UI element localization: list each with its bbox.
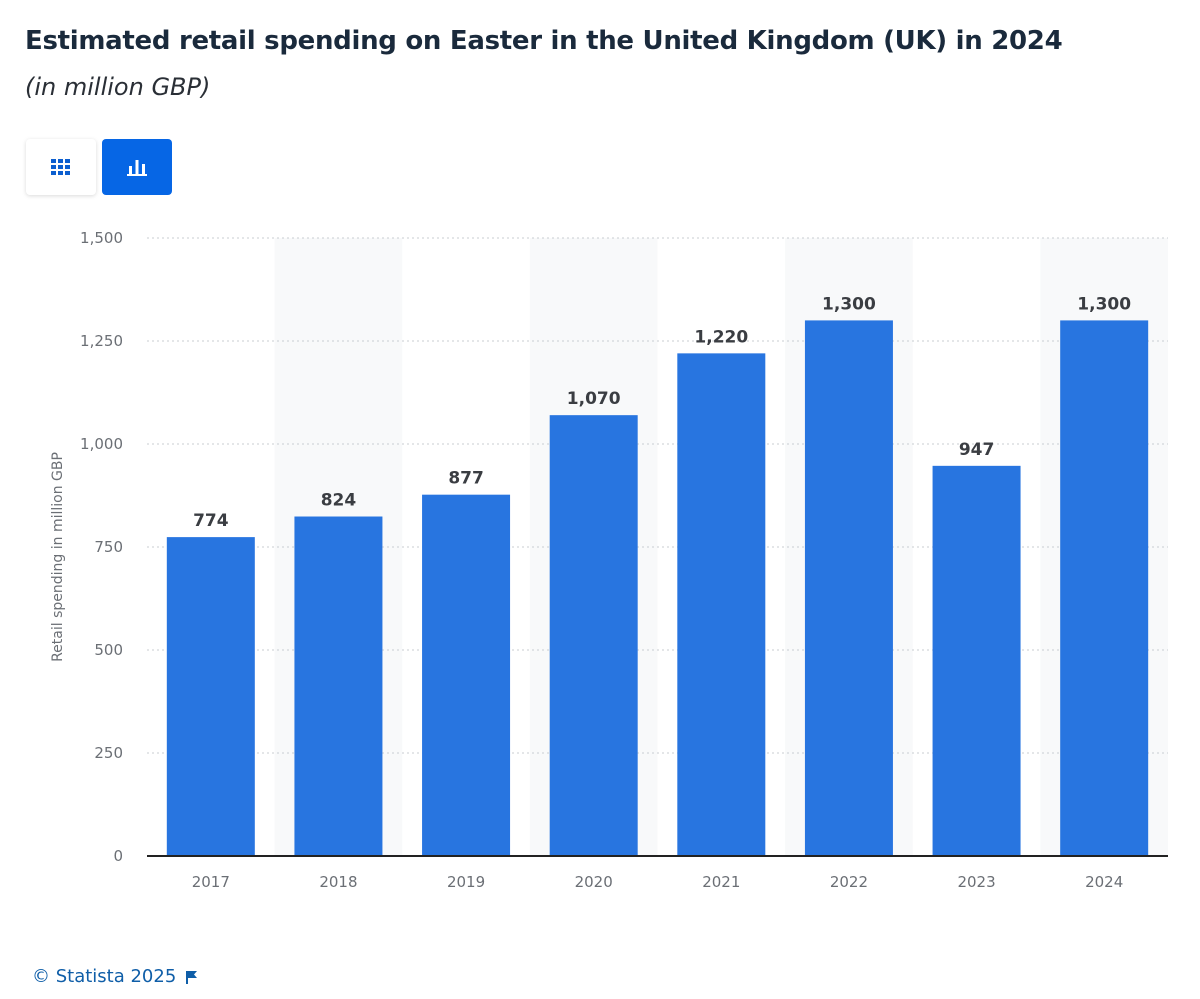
chart-view-button[interactable] [102,139,172,195]
y-tick-label: 250 [94,744,123,762]
y-tick-label: 1,000 [80,435,123,453]
bar-2018[interactable] [294,516,383,856]
data-label: 1,220 [694,327,748,347]
bar-chart-icon [127,160,147,176]
table-view-button[interactable] [26,139,96,195]
data-label: 774 [193,511,229,531]
y-tick-label: 1,250 [80,332,123,350]
bar-2019[interactable] [422,494,511,856]
grid-icon [51,159,70,175]
data-label: 1,300 [822,294,876,314]
x-tick-label: 2022 [830,873,868,891]
x-tick-label: 2017 [192,873,230,891]
flag-icon[interactable] [186,970,198,984]
x-tick-label: 2020 [575,873,613,891]
y-tick-label: 500 [94,641,123,659]
data-label: 824 [321,491,357,511]
chart-title: Estimated retail spending on Easter in t… [25,26,1063,56]
bar-2017[interactable] [166,537,255,856]
copyright-link[interactable]: © Statista 2025 [32,966,177,987]
bar-2024[interactable] [1060,320,1149,856]
x-tick-label: 2023 [957,873,995,891]
x-tick-label: 2018 [319,873,357,891]
y-tick-label: 1,500 [80,229,123,247]
y-tick-label: 750 [94,538,123,556]
bar-2020[interactable] [549,415,638,856]
bar-2021[interactable] [677,353,766,856]
y-axis-label: Retail spending in million GBP [50,452,66,662]
view-toggle [26,139,172,195]
data-label: 1,070 [567,389,621,409]
bar-2022[interactable] [804,320,893,856]
y-tick-label: 0 [113,847,123,865]
x-tick-label: 2024 [1085,873,1123,891]
bar-chart: 0 250 500 750 1,000 1,250 1,500 774 824 877 1,070… [50,229,1168,891]
bar-2023[interactable] [932,465,1021,856]
chart-subtitle: (in million GBP) [25,73,211,101]
footer: © Statista 2025 [32,966,198,987]
data-label: 947 [959,440,995,460]
x-tick-label: 2021 [702,873,740,891]
data-label: 1,300 [1077,294,1131,314]
x-tick-label: 2019 [447,873,485,891]
data-label: 877 [448,469,484,489]
